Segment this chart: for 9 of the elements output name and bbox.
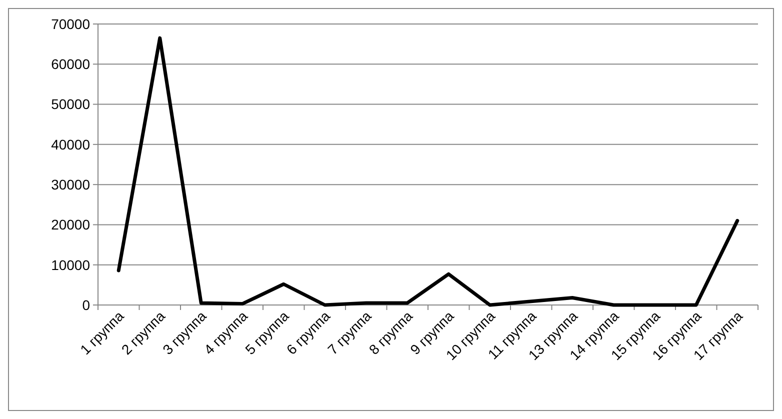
y-tick-label: 70000 <box>51 16 90 32</box>
y-tick-label: 60000 <box>51 56 90 72</box>
y-tick-label: 20000 <box>51 216 90 233</box>
y-tick-label: 40000 <box>51 136 90 152</box>
y-tick-label: 30000 <box>51 176 90 192</box>
y-tick-label: 10000 <box>51 256 90 273</box>
y-tick-label: 0 <box>82 296 90 313</box>
line-series <box>116 36 740 307</box>
y-tick-label: 50000 <box>51 96 90 112</box>
